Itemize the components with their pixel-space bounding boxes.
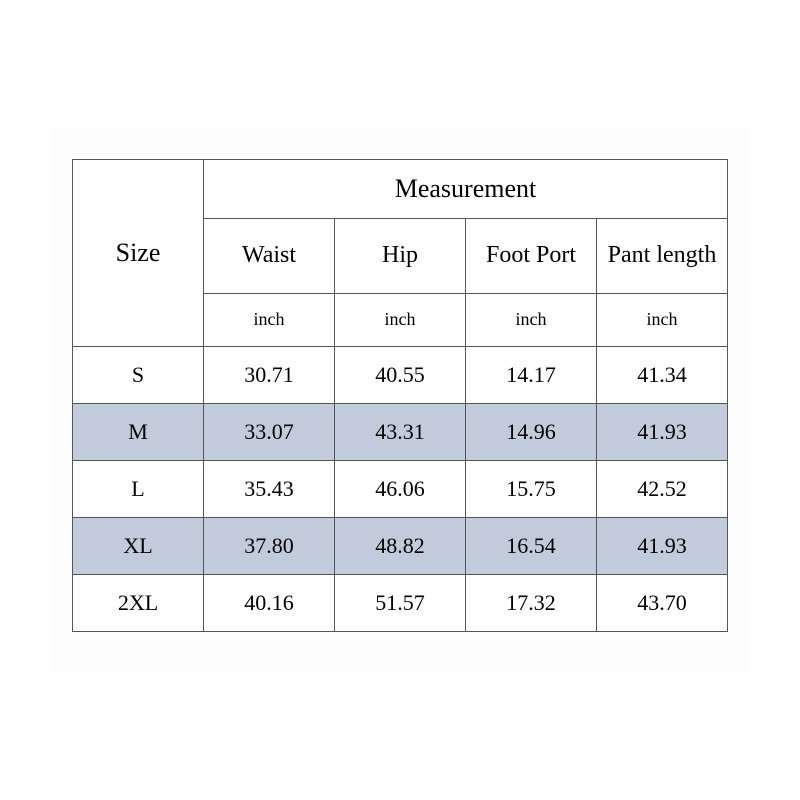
size-chart-table: Size Measurement Waist Hip Foot Port Pan… [72,159,728,632]
cell-pant-length: 41.93 [597,517,728,574]
header-size: Size [73,159,204,346]
cell-hip: 51.57 [335,574,466,631]
table-row: M 33.07 43.31 14.96 41.93 [73,403,728,460]
cell-waist: 33.07 [204,403,335,460]
cell-waist: 40.16 [204,574,335,631]
cell-hip: 46.06 [335,460,466,517]
cell-pant-length: 43.70 [597,574,728,631]
unit-foot-port: inch [466,293,597,346]
table-row: 2XL 40.16 51.57 17.32 43.70 [73,574,728,631]
cell-pant-length: 42.52 [597,460,728,517]
cell-hip: 48.82 [335,517,466,574]
cell-foot-port: 14.96 [466,403,597,460]
cell-size: L [73,460,204,517]
cell-size: 2XL [73,574,204,631]
unit-waist: inch [204,293,335,346]
cell-size: S [73,346,204,403]
unit-hip: inch [335,293,466,346]
cell-hip: 43.31 [335,403,466,460]
header-waist: Waist [204,218,335,293]
cell-waist: 37.80 [204,517,335,574]
cell-foot-port: 14.17 [466,346,597,403]
cell-hip: 40.55 [335,346,466,403]
cell-waist: 30.71 [204,346,335,403]
table-row: L 35.43 46.06 15.75 42.52 [73,460,728,517]
cell-waist: 35.43 [204,460,335,517]
size-chart-sheet: Size Measurement Waist Hip Foot Port Pan… [50,129,750,672]
cell-pant-length: 41.93 [597,403,728,460]
page: Size Measurement Waist Hip Foot Port Pan… [0,0,800,800]
cell-size: XL [73,517,204,574]
table-body: S 30.71 40.55 14.17 41.34 M 33.07 43.31 … [73,346,728,631]
cell-foot-port: 16.54 [466,517,597,574]
header-hip: Hip [335,218,466,293]
cell-pant-length: 41.34 [597,346,728,403]
cell-foot-port: 15.75 [466,460,597,517]
table-row: S 30.71 40.55 14.17 41.34 [73,346,728,403]
header-pant-length: Pant length [597,218,728,293]
header-measurement: Measurement [204,159,728,218]
cell-foot-port: 17.32 [466,574,597,631]
header-foot-port: Foot Port [466,218,597,293]
cell-size: M [73,403,204,460]
table-row: XL 37.80 48.82 16.54 41.93 [73,517,728,574]
unit-pant-length: inch [597,293,728,346]
